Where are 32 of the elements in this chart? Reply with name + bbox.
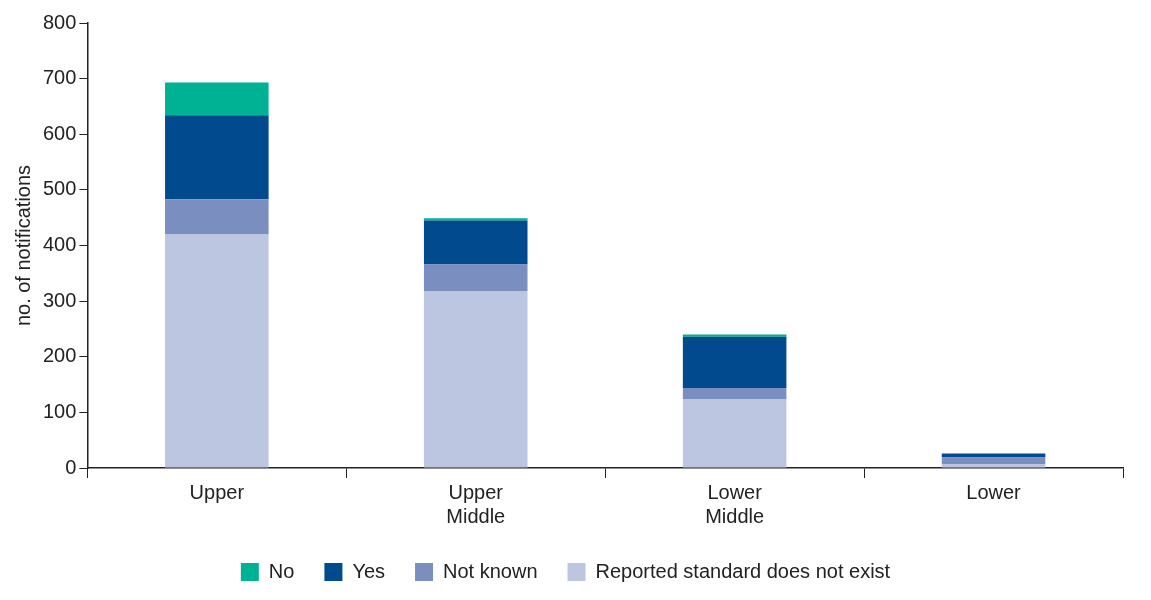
bar [682,334,787,337]
bar [423,264,528,292]
y-tick-label: 600 [42,121,77,144]
bar [165,115,269,200]
y-tick-label: 400 [42,233,77,256]
y-tick-label: 0 [65,455,77,478]
bar [423,291,528,468]
bar [165,234,269,468]
y-tick-label: 800 [42,10,77,33]
x-tick-label: Upper [189,480,245,503]
x-tick-label: Lower Middle [705,480,765,527]
bar [165,199,269,235]
x-tick-label: Lower [966,480,1022,503]
bar [682,336,787,388]
bar [165,82,269,116]
bar [423,220,528,265]
y-tick-label: 500 [42,177,77,200]
y-tick-label: 300 [42,288,77,311]
legend-label: Not known [443,559,538,582]
y-axis-title: no. of notifications [11,164,34,327]
bar [423,218,528,221]
legend-label: No [268,559,295,582]
bar [941,464,1046,468]
bar [682,399,787,468]
y-tick-label: 100 [42,399,77,422]
x-tick-label: Upper Middle [446,480,506,527]
y-tick-label: 200 [42,344,77,367]
legend-label: Reported standard does not exist [595,559,891,582]
y-tick-label: 700 [42,66,77,89]
bar [682,387,787,400]
bar [941,457,1046,465]
legend-label: Yes [352,559,386,582]
